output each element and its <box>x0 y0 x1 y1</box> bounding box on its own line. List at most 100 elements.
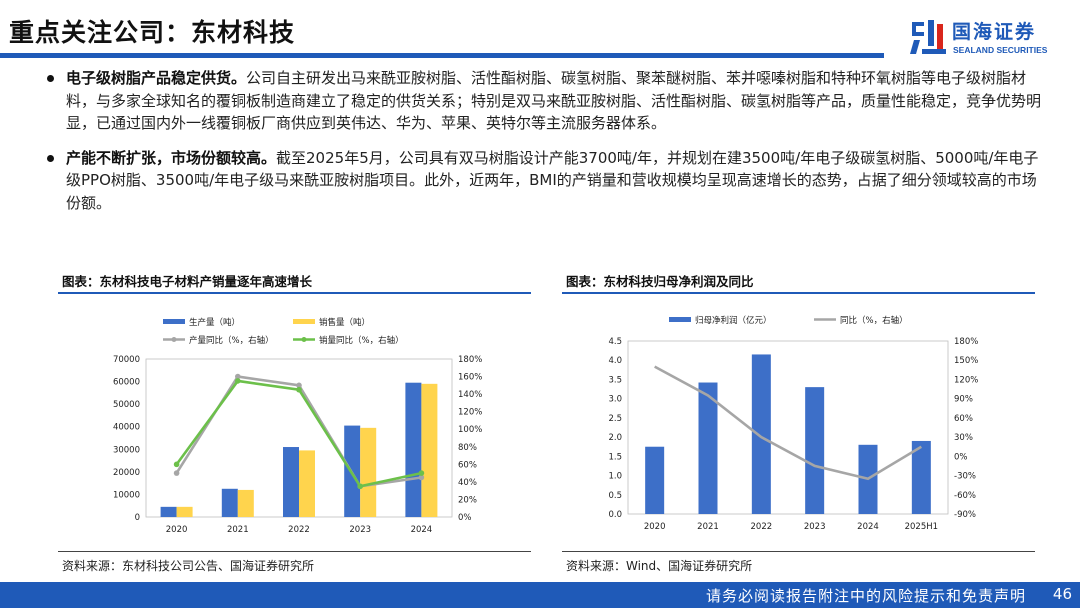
right-figure-title: 图表：东材科技归母净利润及同比 <box>566 274 754 289</box>
legend-swatch-1 <box>293 319 315 324</box>
line-point-3-2020 <box>173 461 180 468</box>
bar-secondary-2024 <box>421 383 438 517</box>
y2-tick-label: 100% <box>458 425 482 435</box>
y-tick-label: 10000 <box>113 490 140 500</box>
line-point-2-2024 <box>418 474 425 481</box>
legend-label-2: 产量同比（%，右轴） <box>189 335 274 346</box>
y2-tick-label: 120% <box>954 375 978 385</box>
y2-tick-label: 150% <box>954 356 978 366</box>
sealand-logo-icon <box>910 20 946 54</box>
bar-secondary-2021 <box>237 489 254 517</box>
y2-tick-label: 0% <box>458 513 472 523</box>
company-logo: 国海证券 SEALAND SECURITIES <box>910 16 1070 60</box>
y2-tick-label: 180% <box>954 337 978 347</box>
y2-tick-label: 80% <box>458 443 477 453</box>
left-figure-title: 图表：东材科技电子材料产销量逐年高速增长 <box>62 274 313 289</box>
x-tick-label: 2021 <box>227 525 249 535</box>
y2-tick-label: 140% <box>458 390 482 400</box>
x-tick-label: 2024 <box>411 525 433 535</box>
bar-primary-2020 <box>160 506 177 517</box>
legend-label-0: 归母净利润（亿元） <box>695 315 772 326</box>
x-tick-label: 2020 <box>166 525 188 535</box>
bar-primary-2021 <box>698 382 718 514</box>
bullet-lead: 电子级树脂产品稳定供货。 <box>66 69 247 87</box>
page-number: 46 <box>1052 585 1072 603</box>
y2-tick-label: -60% <box>954 491 976 501</box>
plot-area-border <box>627 340 949 515</box>
left-source-rule <box>58 551 531 552</box>
x-tick-label: 2021 <box>697 522 719 532</box>
bullet-item-supply: 电子级树脂产品稳定供货。公司自主研发出马来酰亚胺树脂、活性酯树脂、碳氢树脂、聚苯… <box>44 67 1044 135</box>
bullet-list: 电子级树脂产品稳定供货。公司自主研发出马来酰亚胺树脂、活性酯树脂、碳氢树脂、聚苯… <box>44 67 1044 214</box>
x-tick-label: 2023 <box>804 522 826 532</box>
y-tick-label: 0 <box>135 513 140 523</box>
legend-swatch-0 <box>669 317 691 322</box>
x-tick-label: 2020 <box>644 522 666 532</box>
y-tick-label: 2.5 <box>608 414 622 424</box>
bar-secondary-2023 <box>360 427 377 517</box>
footer-disclaimer[interactable]: 请务必阅读报告附注中的风险提示和免责声明 <box>705 587 1026 605</box>
y2-tick-label: 180% <box>458 355 482 365</box>
bar-primary-2025H1 <box>911 440 931 514</box>
y-tick-label: 20000 <box>113 468 140 478</box>
bar-primary-2023 <box>805 387 825 514</box>
right-figure-source: 资料来源：Wind、国海证券研究所 <box>566 559 753 573</box>
line-series-1 <box>654 365 923 481</box>
y-tick-label: 1.0 <box>608 472 622 482</box>
legend-marker-2 <box>171 337 177 342</box>
y2-tick-label: 40% <box>458 478 477 488</box>
y-tick-label: 3.5 <box>608 375 622 385</box>
y-tick-label: 2.0 <box>608 433 622 443</box>
y-tick-label: 0.5 <box>608 491 622 501</box>
logo-english-name: SEALAND SECURITIES <box>953 45 1048 55</box>
bar-primary-2024 <box>405 382 422 517</box>
bullet-lead: 产能不断扩张，市场份额较高。 <box>66 148 277 167</box>
bar-primary-2022 <box>283 447 299 517</box>
right-source-rule <box>562 551 1035 552</box>
y-tick-label: 70000 <box>113 355 140 365</box>
y2-tick-label: 20% <box>458 495 477 505</box>
y2-tick-label: -90% <box>954 510 976 520</box>
left-figure-source: 资料来源：东材科技公司公告、国海证券研究所 <box>62 559 315 573</box>
bar-primary-2022 <box>751 354 771 514</box>
page-title: 重点关注公司：东材科技 <box>9 18 296 47</box>
bar-primary-2021 <box>221 488 238 517</box>
y-tick-label: 60000 <box>113 378 140 388</box>
x-tick-label: 2022 <box>751 522 773 532</box>
y2-tick-label: 30% <box>954 433 973 443</box>
bullet-text: 截至2025年5月，公司具有双马树脂设计产能3700吨/年，并规划在建3500吨… <box>66 148 1039 212</box>
y2-tick-label: 90% <box>954 395 973 405</box>
x-tick-label: 2023 <box>349 525 371 535</box>
legend-label-3: 销量同比（%，右轴） <box>319 335 404 346</box>
legend-label-0: 生产量（吨） <box>189 317 240 328</box>
title-underline <box>0 53 884 58</box>
y-tick-label: 50000 <box>113 400 140 410</box>
y2-tick-label: 60% <box>954 414 973 424</box>
bullet-item-capacity: 产能不断扩张，市场份额较高。截至2025年5月，公司具有双马树脂设计产能3700… <box>44 147 1044 215</box>
x-tick-label: 2025H1 <box>905 522 938 532</box>
legend-label-1: 销售量（吨） <box>319 317 370 328</box>
bullet-text: 公司自主研发出马来酰亚胺树脂、活性酯树脂、碳氢树脂、聚苯醚树脂、苯并噁嗪树脂和特… <box>66 69 1042 132</box>
logo-chinese-name: 国海证券 <box>952 21 1037 43</box>
production-sales-chart: 0 10000 20000 30000 40000 50000 60000 70000 0% 20… <box>113 317 482 535</box>
line-point-3-2024 <box>418 470 425 476</box>
y-tick-label: 4.0 <box>608 356 622 366</box>
line-point-2-2020 <box>173 470 180 476</box>
left-figure-rule <box>58 292 531 294</box>
legend-swatch-0 <box>163 319 185 324</box>
y-tick-label: 30000 <box>113 445 140 455</box>
bar-primary-2020 <box>645 446 665 514</box>
line-point-3-2021 <box>235 378 241 384</box>
y2-tick-label: 160% <box>458 373 482 383</box>
bar-secondary-2022 <box>299 450 315 517</box>
y-tick-label: 40000 <box>113 423 140 433</box>
y-tick-label: 4.5 <box>608 337 622 347</box>
y2-tick-label: 120% <box>458 408 482 418</box>
line-point-2-2022 <box>296 382 302 389</box>
x-tick-label: 2024 <box>857 522 879 532</box>
y-tick-label: 1.5 <box>608 452 622 462</box>
footer-bar: 请务必阅读报告附注中的风险提示和免责声明 46 <box>0 582 1080 608</box>
net-profit-chart: 0.0 0.5 1.0 1.5 2.0 2.5 3.0 3.5 4.0 4.5 -90% -60% -3… <box>608 315 978 532</box>
line-point-3-2022 <box>296 386 302 393</box>
legend-marker-3 <box>301 337 307 342</box>
